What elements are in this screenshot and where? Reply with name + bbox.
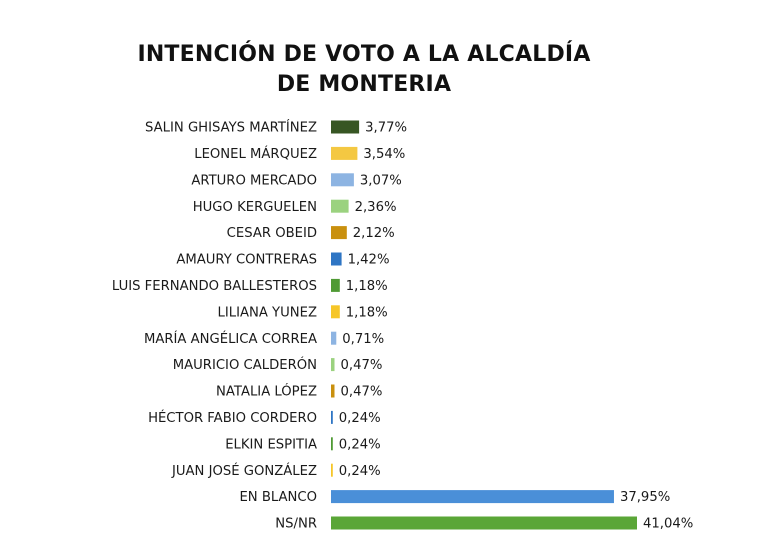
data-label: 0,47% [341, 385, 383, 400]
bar [331, 410, 333, 424]
bar [331, 384, 335, 398]
bar [331, 305, 340, 319]
category-label: HÉCTOR FABIO CORDERO [148, 409, 317, 426]
category-label: SALIN GHISAYS MARTÍNEZ [145, 119, 317, 136]
data-label: 37,95% [620, 490, 670, 505]
category-label: NATALIA LÓPEZ [216, 382, 317, 400]
bar [331, 463, 333, 477]
data-label: 2,12% [353, 226, 395, 241]
category-label: LEONEL MÁRQUEZ [194, 145, 317, 162]
data-label: 3,77% [365, 121, 407, 136]
category-label: LILIANA YUNEZ [217, 305, 317, 320]
data-label: 2,36% [355, 200, 397, 215]
bars-group: SALIN GHISAYS MARTÍNEZ 3,77% LEONEL MÁRQUE… [112, 119, 693, 532]
category-label: EN BLANCO [239, 490, 317, 505]
category-label: AMAURY CONTRERAS [176, 253, 317, 268]
bar [331, 252, 342, 266]
category-label: ELKIN ESPITIA [225, 437, 317, 452]
bar [331, 199, 349, 213]
chart-title: INTENCIÓN DE VOTO A LA ALCALDÍA DE MONTE… [0, 40, 728, 100]
bar [331, 146, 358, 160]
bar [331, 437, 333, 451]
data-label: 3,07% [360, 173, 402, 188]
data-label: 0,47% [341, 358, 383, 373]
data-label: 0,24% [339, 464, 381, 479]
category-label: MAURICIO CALDERÓN [173, 355, 317, 373]
data-label: 0,24% [339, 411, 381, 426]
category-label: NS/NR [275, 517, 317, 532]
data-label: 3,54% [363, 147, 405, 162]
category-label: HUGO KERGUELEN [193, 200, 317, 215]
data-label: 0,24% [339, 437, 381, 452]
bar [331, 278, 340, 292]
bar [331, 226, 347, 240]
category-label: ARTURO MERCADO [191, 173, 317, 188]
data-label: 1,18% [346, 279, 388, 294]
chart-title-line-2: DE MONTERIA [276, 72, 452, 97]
bar [331, 120, 360, 134]
chart-title-line-1: INTENCIÓN DE VOTO A LA ALCALDÍA [137, 42, 591, 67]
bar [331, 331, 337, 345]
data-label: 1,18% [346, 305, 388, 320]
category-label: CESAR OBEID [227, 226, 317, 241]
bar [331, 490, 614, 504]
bar [331, 358, 335, 372]
bar [331, 516, 637, 530]
bar [331, 173, 354, 187]
category-label: MARÍA ANGÉLICA CORREA [144, 330, 317, 347]
data-label: 41,04% [643, 517, 693, 532]
category-label: LUIS FERNANDO BALLESTEROS [112, 279, 317, 294]
data-label: 0,71% [342, 332, 384, 347]
data-label: 1,42% [348, 253, 390, 268]
category-label: JUAN JOSÉ GONZÁLEZ [171, 462, 317, 479]
